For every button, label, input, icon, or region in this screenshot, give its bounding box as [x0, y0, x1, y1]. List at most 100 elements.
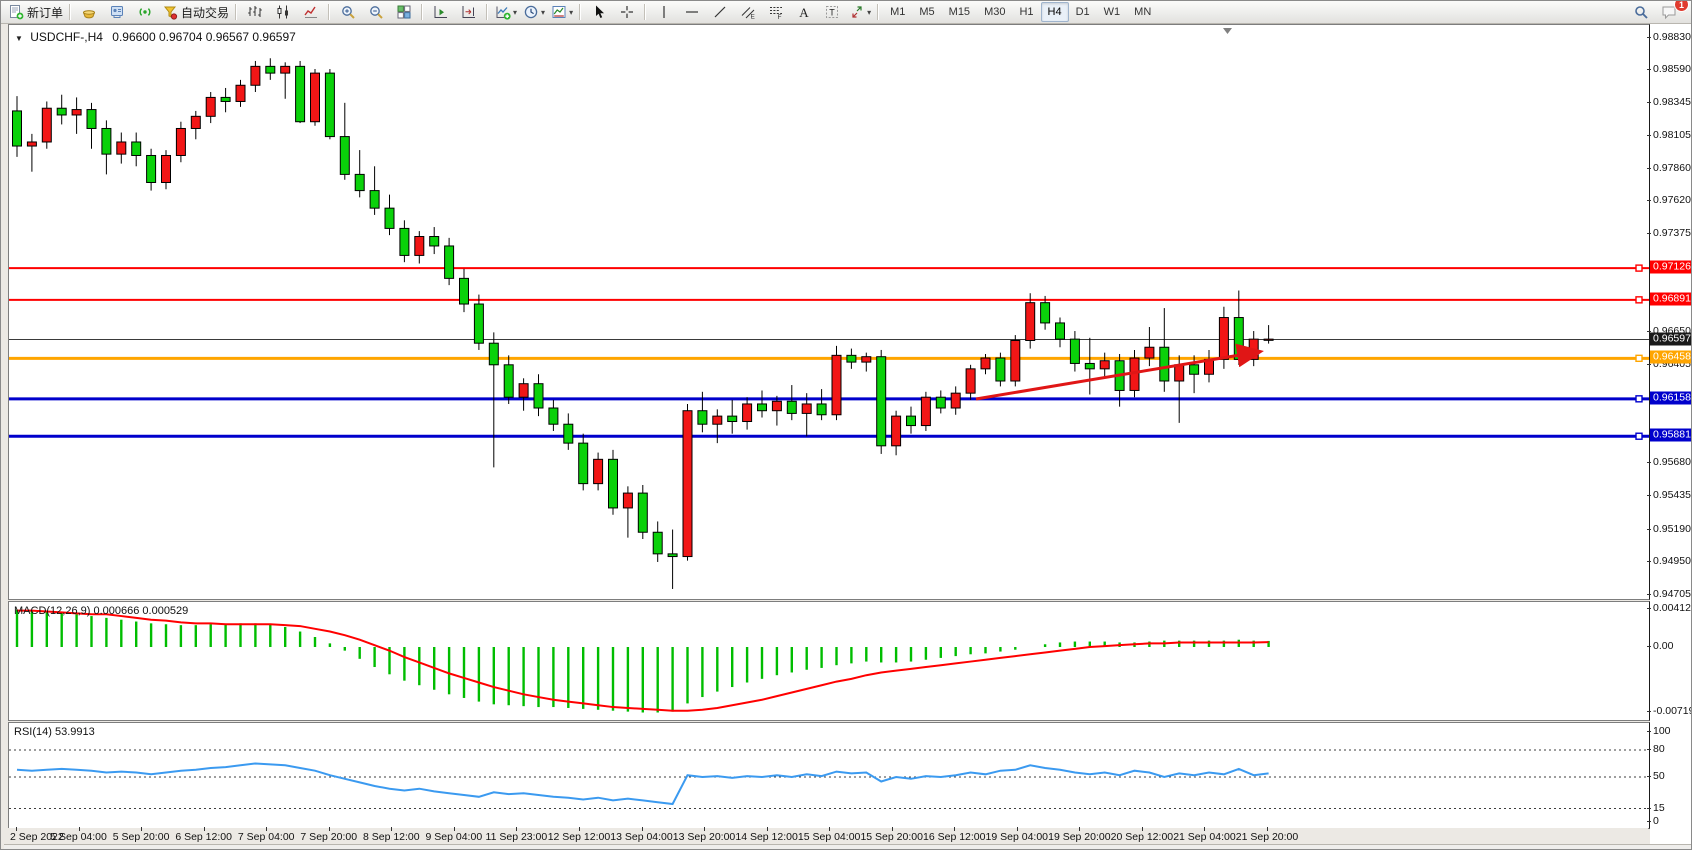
toolbar-separator [235, 4, 238, 20]
time-tick-label: 2 Sep 2022 [10, 831, 64, 843]
tick-mark [1647, 776, 1651, 777]
candle-chart-icon [277, 5, 289, 19]
timeframe-h4-button[interactable]: H4 [1040, 2, 1069, 22]
time-tick-label: 11 Sep 23:00 [485, 831, 548, 843]
tile-windows-button[interactable] [390, 1, 418, 23]
svg-text:E: E [751, 14, 756, 21]
timeframe-m1-button[interactable]: M1 [890, 6, 906, 18]
timeframe-h1-button[interactable]: H1 [1019, 6, 1034, 18]
price-tick-label: 0.00 [1653, 640, 1674, 652]
chart-shift-button[interactable] [455, 1, 483, 23]
trendline-button[interactable] [706, 1, 734, 23]
fibo-button[interactable]: F [762, 1, 790, 23]
cursor-button[interactable] [585, 1, 613, 23]
toolbar: 新订单 自动交易 ▾ ▾ ▾ E F A T ▾ M1 M5 M15 M30 H1 H4 D1 W1 MN 1 [1, 1, 1691, 24]
toolbar-separator [328, 4, 331, 20]
text-button[interactable]: A [790, 1, 818, 23]
tick-mark [1647, 731, 1651, 732]
hline-button[interactable] [678, 1, 706, 23]
indicator-add-button[interactable]: ▾ [492, 1, 520, 23]
zoom-out-button[interactable] [362, 1, 390, 23]
price-tick-label: 0.97860 [1653, 161, 1691, 174]
candlestick-chart[interactable] [9, 25, 1649, 599]
timeframe-m5-button[interactable]: M5 [919, 6, 935, 18]
time-tick-label: 19 Sep 20:00 [1048, 831, 1111, 843]
price-tick-label: 15 [1653, 801, 1665, 814]
fibo-icon: F [770, 7, 783, 20]
rsi-panel[interactable]: RSI(14) 53.9913 [8, 722, 1650, 829]
new-order-button[interactable]: 新订单 [5, 1, 66, 23]
tick-mark [1267, 827, 1268, 831]
chart-ohlc: 0.96600 0.96704 0.96567 0.96597 [112, 30, 296, 44]
autotrade-button[interactable]: 自动交易 [159, 1, 232, 23]
timeframe-m30-button[interactable]: M30 [984, 6, 1006, 18]
profile-button[interactable] [103, 1, 131, 23]
trendline-icon [714, 6, 726, 18]
bucket-button[interactable] [75, 1, 103, 23]
tick-mark [1079, 827, 1081, 831]
price-tick-label: 0.98830 [1653, 31, 1691, 43]
timeframe-mn-button[interactable]: MN [1134, 6, 1152, 18]
timeframe-w1-button[interactable]: W1 [1103, 6, 1121, 18]
signal-button[interactable] [131, 1, 159, 23]
dropdown-caret-icon: ▾ [867, 7, 872, 17]
time-tick-label: 15 Sep 04:00 [797, 831, 861, 843]
tick-mark [1647, 594, 1651, 596]
line-chart-icon [304, 6, 318, 18]
tick-mark [328, 827, 330, 831]
autotrade-icon [163, 6, 178, 20]
toolbar-separator [877, 4, 880, 20]
price-axis[interactable]: 0.98830 0.98590 0.98345 0.98105 0.97860 0.976… [1647, 24, 1691, 844]
channel-button[interactable]: E [734, 1, 762, 23]
macd-panel[interactable]: MACD(12,26,9) 0.000666 0.000529 [8, 601, 1650, 721]
label-button[interactable]: T [818, 1, 846, 23]
bar-chart-button[interactable] [241, 1, 269, 23]
clock-button[interactable]: ▾ [520, 1, 548, 23]
tick-mark [1647, 134, 1651, 136]
time-tick-label: 9 Sep 04:00 [425, 831, 483, 843]
toolbar-right-cluster: 1 [1627, 1, 1689, 23]
timeframe-d1-button[interactable]: D1 [1075, 6, 1090, 18]
zoom-out-icon [370, 6, 383, 19]
arrows-button[interactable]: ▾ [846, 1, 874, 23]
vline-button[interactable] [650, 1, 678, 23]
template-button[interactable]: ▾ [548, 1, 576, 23]
new-order-icon [10, 5, 24, 20]
price-tick-label: 50 [1653, 770, 1665, 782]
time-tick-label: 7 Sep 20:00 [300, 831, 358, 843]
label-icon: T [826, 6, 839, 18]
search-button[interactable] [1627, 1, 1655, 23]
tick-mark [1647, 560, 1651, 562]
tick-mark [203, 827, 205, 831]
tick-mark [391, 827, 393, 831]
zoom-in-button[interactable] [334, 1, 362, 23]
tick-mark [1647, 608, 1651, 610]
price-tick-label: 100 [1653, 725, 1671, 737]
line-chart-button[interactable] [297, 1, 325, 23]
main-chart-panel[interactable]: ▼ USDCHF-,H4 0.96600 0.96704 0.96567 0.9… [8, 24, 1650, 600]
price-tick-label: 0.94705 [1653, 588, 1691, 601]
tick-mark [829, 827, 831, 831]
tick-mark [1647, 749, 1651, 750]
tick-mark [1647, 233, 1651, 235]
time-tick-label: 21 Sep 20:00 [1235, 831, 1299, 843]
macd-chart[interactable] [9, 602, 1649, 720]
tick-mark [1647, 495, 1651, 497]
timeframe-m15-button[interactable]: M15 [948, 6, 971, 18]
time-tick-label: 21 Sep 04:00 [1173, 831, 1236, 843]
svg-text:T: T [829, 8, 835, 18]
candle-chart-button[interactable] [269, 1, 297, 23]
rsi-chart[interactable] [9, 723, 1649, 828]
chart-symbol: USDCHF-,H4 [30, 30, 103, 44]
chevron-down-icon[interactable]: ▼ [15, 34, 23, 43]
time-axis[interactable]: 2 Sep 2022 5 Sep 04:00 5 Sep 20:00 6 Sep 12… [8, 827, 1648, 844]
time-tick-label: 15 Sep 20:00 [860, 831, 923, 843]
time-tick-label: 8 Sep 12:00 [362, 831, 420, 843]
chart-play-button[interactable] [427, 1, 455, 23]
time-tick-label: 19 Sep 04:00 [985, 831, 1049, 843]
arrows-icon [852, 6, 862, 18]
chat-button[interactable]: 1 [1655, 1, 1689, 23]
time-tick-label: 7 Sep 04:00 [237, 831, 295, 843]
crosshair-button[interactable] [613, 1, 641, 23]
